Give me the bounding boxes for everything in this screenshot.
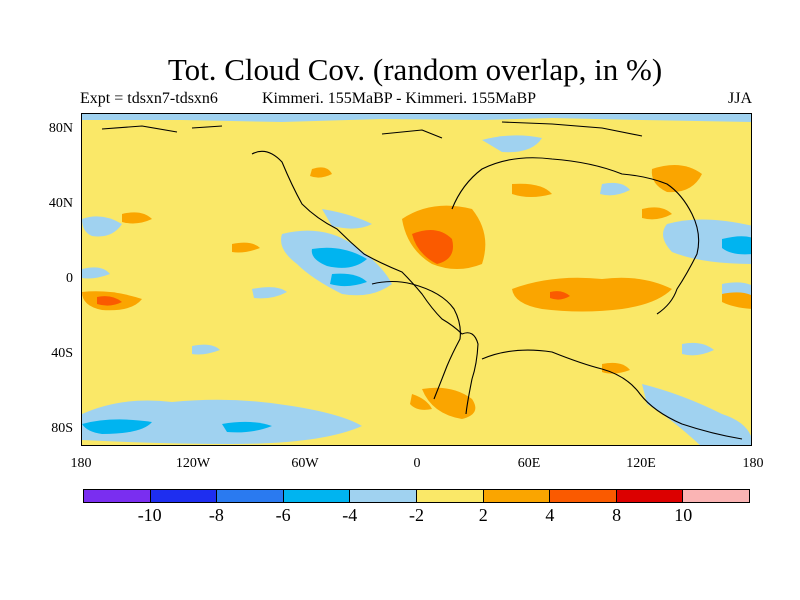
lon-label-180e: 180: [742, 456, 764, 471]
colorbar-label: -6: [275, 505, 291, 525]
dark-orange-patches: [97, 230, 570, 306]
period-label: Kimmeri. 155MaBP - Kimmeri. 155MaBP: [262, 90, 537, 107]
colorbar-box-1: [150, 490, 218, 502]
map-plot-area: [81, 113, 752, 446]
lon-label-60w: 60W: [291, 456, 319, 471]
orange-patches: [82, 165, 751, 419]
colorbar-label: 10: [674, 505, 693, 525]
colorbar-label: 2: [478, 505, 488, 525]
colorbar-label: 4: [545, 505, 555, 525]
lon-label-60e: 60E: [517, 456, 541, 471]
lon-label-0: 0: [413, 456, 421, 471]
colorbar-box-0: [84, 490, 151, 502]
colorbar-box-6: [483, 490, 551, 502]
lon-label-120e: 120E: [626, 456, 656, 471]
lat-label-40n: 40N: [48, 196, 73, 211]
colorbar-label: -8: [208, 505, 224, 525]
lat-label-80s: 80S: [51, 421, 73, 436]
colorbar-box-2: [217, 490, 284, 502]
colorbar-box-8: [616, 490, 684, 502]
experiment-label: Expt = tdsxn7-tdsxn6: [80, 90, 218, 107]
colorbar-box-3: [283, 490, 351, 502]
colorbar: [83, 489, 750, 503]
lon-label-180w: 180: [70, 456, 92, 471]
lat-label-40s: 40S: [51, 346, 73, 361]
map-title: Tot. Cloud Cov. (random overlap, in %): [167, 52, 663, 87]
lon-label-120w: 120W: [175, 456, 211, 471]
colorbar-box-7: [550, 490, 617, 502]
colorbar-box-9: [683, 490, 749, 502]
lat-label-80n: 80N: [48, 121, 73, 136]
coastline-arctic: [101, 121, 643, 139]
colorbar-box-5: [416, 490, 484, 502]
colorbar-label: 8: [612, 505, 622, 525]
cloud-cover-field: [82, 114, 751, 445]
coastline-east: [451, 157, 700, 315]
blue-patches: [82, 236, 751, 434]
coastline-south: [481, 349, 743, 440]
coastline-equator: [371, 280, 461, 400]
lat-label-0: 0: [66, 271, 73, 286]
colorbar-label: -10: [137, 505, 162, 525]
coastline-north: [251, 150, 479, 415]
colorbar-box-4: [350, 490, 417, 502]
colorbar-label: -4: [342, 505, 358, 525]
season-label: JJA: [727, 90, 752, 107]
colorbar-label: -2: [409, 505, 424, 525]
coastlines: [101, 121, 743, 440]
